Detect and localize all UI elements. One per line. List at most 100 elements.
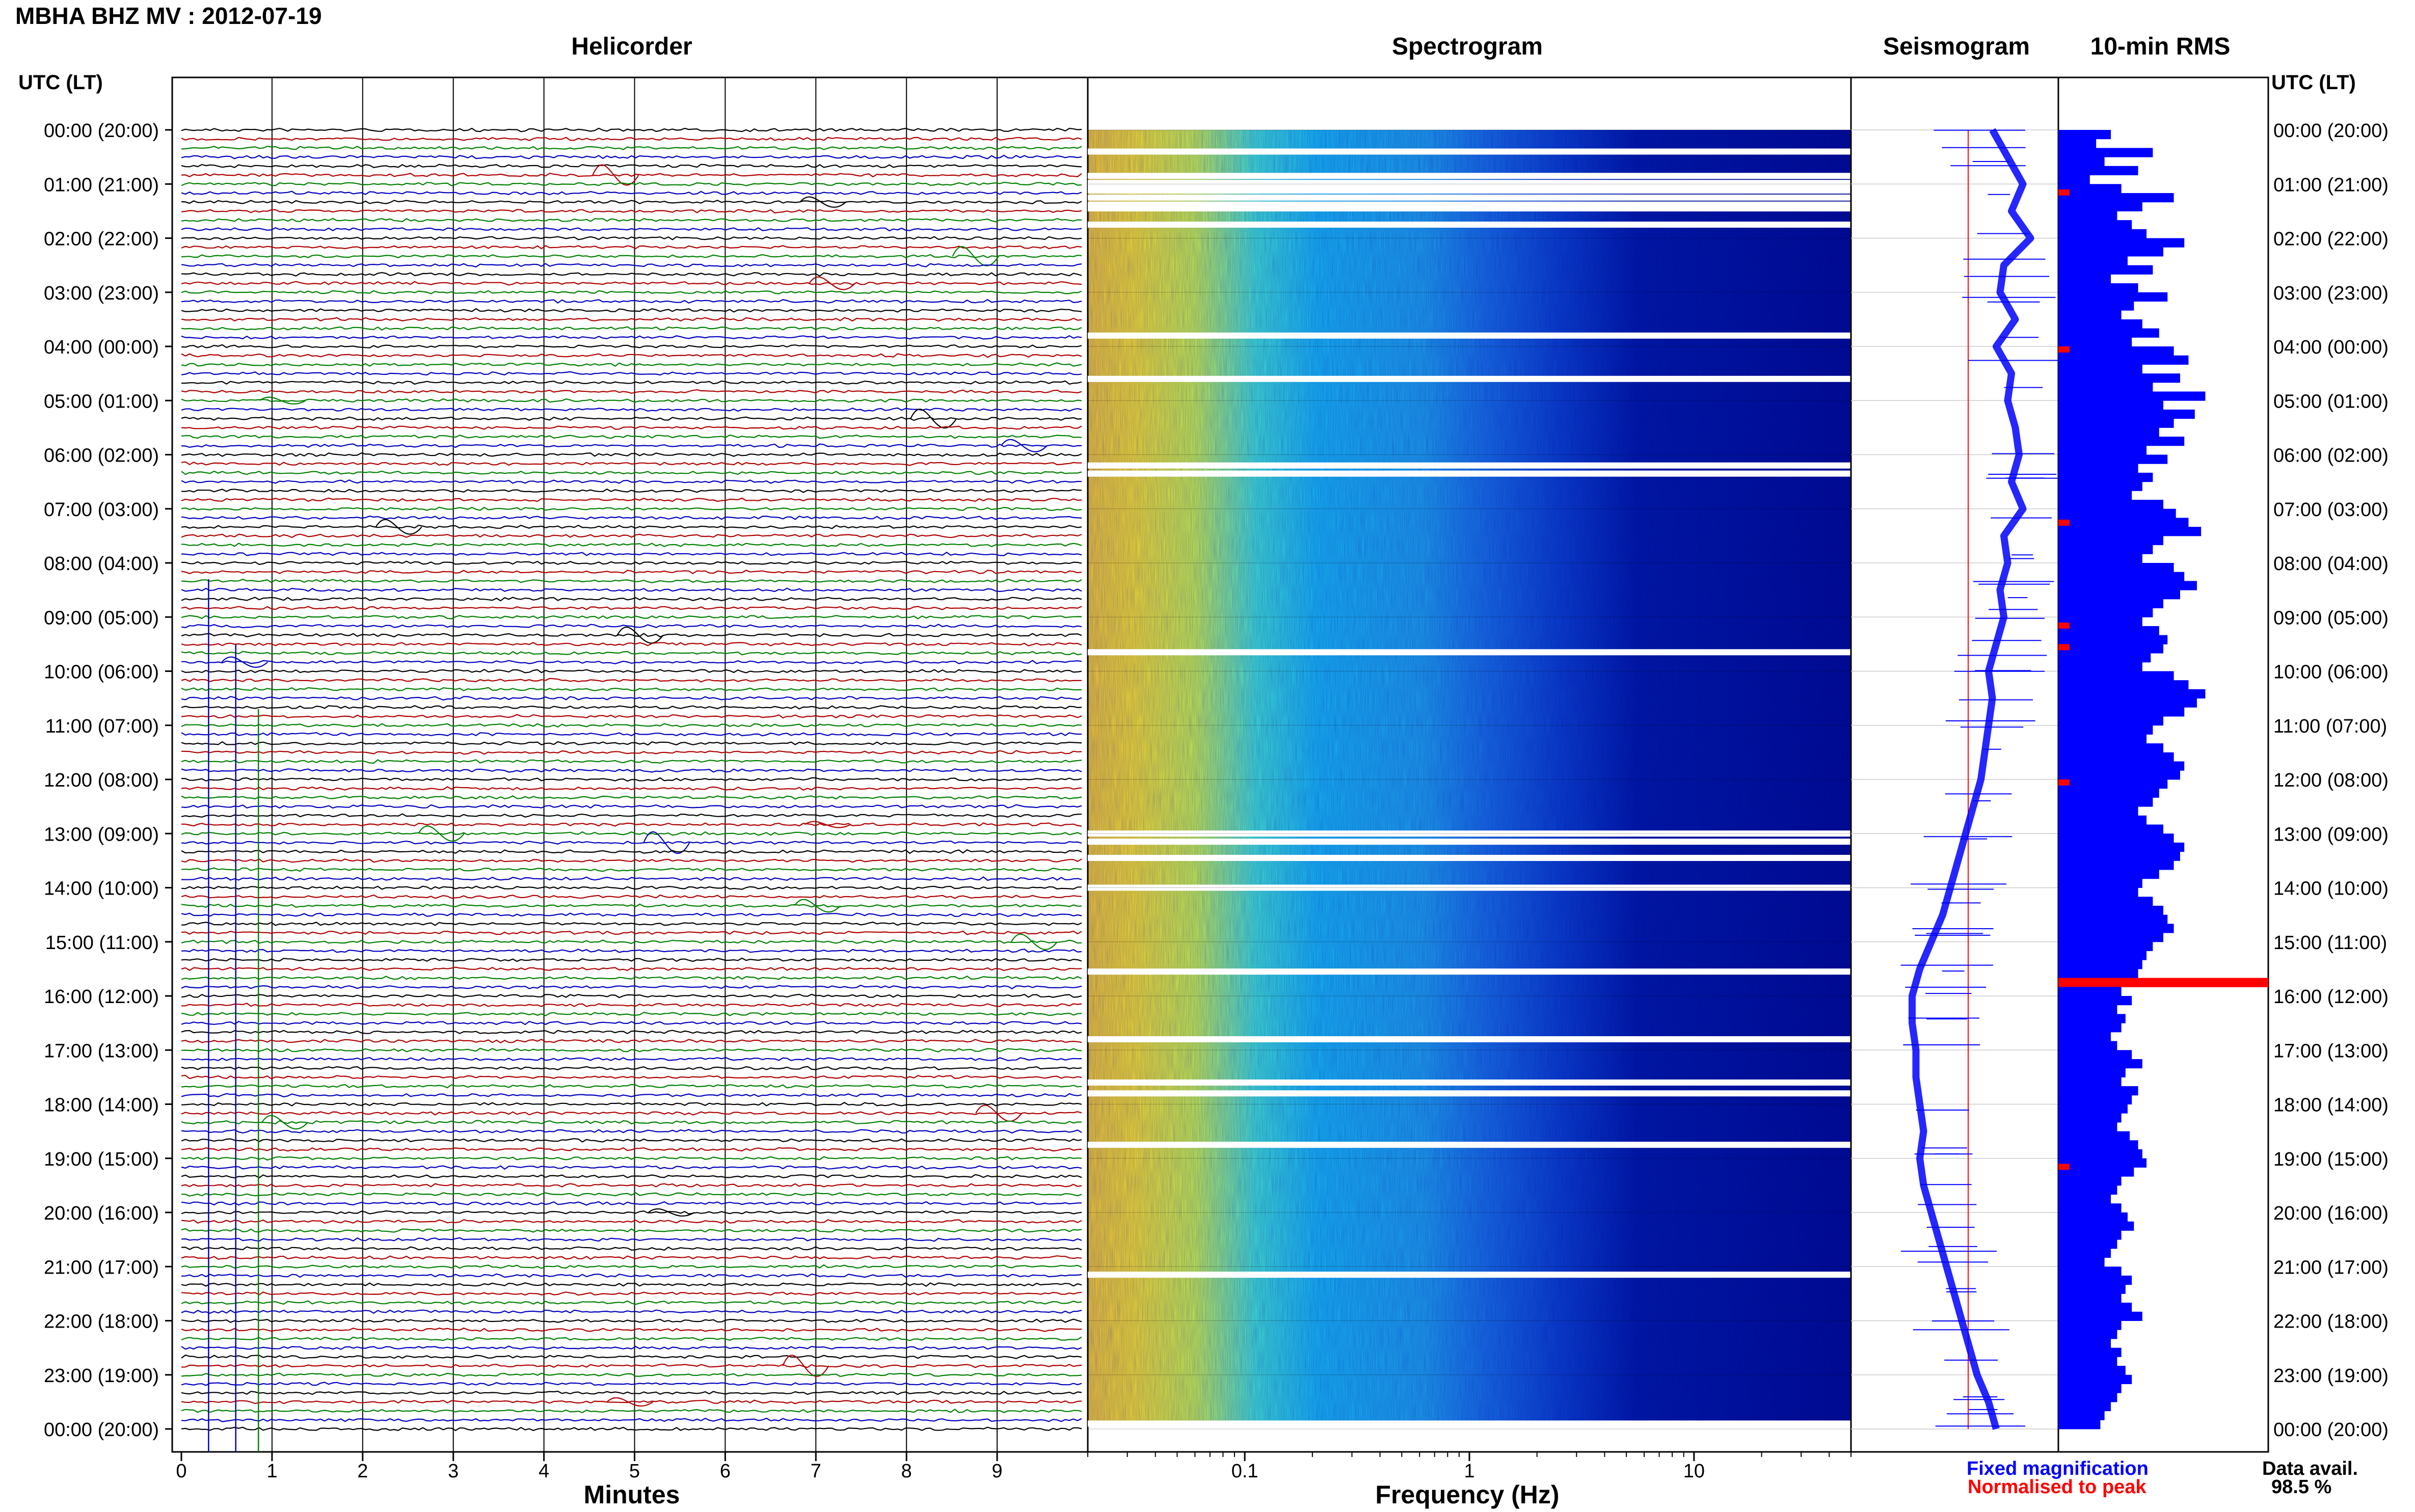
rms-bar [2058, 1330, 2117, 1339]
helicorder-xlabel: Minutes [583, 1480, 680, 1509]
rms-bar [2058, 382, 2153, 392]
spectrogram-xlabel: Frequency (Hz) [1375, 1480, 1560, 1509]
rms-bar [2058, 256, 2128, 266]
helicorder-trace [181, 515, 1082, 520]
helicorder-trace [181, 786, 1082, 791]
rms-peak-marker [2058, 520, 2070, 526]
helicorder-trace [181, 1273, 1082, 1278]
helicorder-trace [181, 326, 1082, 331]
data-avail-value: 98.5 % [2271, 1476, 2332, 1498]
helicorder-trace [181, 191, 1082, 196]
rms-title: 10-min RMS [2090, 33, 2231, 60]
helicorder-trace [181, 196, 1082, 208]
helicorder-trace [181, 209, 1082, 213]
helicorder-trace [181, 627, 1082, 644]
helicorder-trace [181, 825, 1082, 842]
rms-bar [2058, 139, 2097, 148]
rms-bar [2058, 1293, 2122, 1303]
rms-bar [2058, 761, 2185, 771]
helicorder-trace [181, 154, 1082, 159]
spectrogram-data-gap [1088, 1036, 1851, 1042]
rms-bar [2058, 1284, 2126, 1294]
spectrogram-data-gap [1088, 187, 1851, 194]
spectrogram-data-gap [1088, 221, 1851, 228]
left-time-label: 15:00 (11:00) [45, 932, 159, 954]
helicorder-trace [181, 127, 1082, 132]
left-time-label: 06:00 (02:00) [44, 445, 159, 467]
helicorder-trace [181, 1066, 1082, 1071]
rms-bar [2058, 833, 2174, 843]
rms-bar [2058, 175, 2090, 184]
rms-bar [2058, 1032, 2111, 1042]
helicorder-panel [171, 76, 1089, 1461]
rms-bar [2058, 662, 2142, 671]
helicorder-trace [181, 741, 1082, 746]
helicorder-x-tick-label: 2 [357, 1461, 368, 1482]
left-time-label: 12:00 (08:00) [44, 770, 159, 791]
helicorder-title: Helicorder [571, 33, 692, 60]
helicorder-trace [181, 1318, 1082, 1323]
helicorder-trace [181, 714, 1082, 719]
helicorder-trace [181, 1030, 1082, 1035]
rms-bar [2058, 184, 2122, 194]
spectrogram-data-gap [1088, 180, 1851, 186]
helicorder-x-tick-label: 5 [629, 1461, 640, 1482]
rms-bar [2058, 941, 2153, 951]
rms-bar [2058, 1248, 2111, 1258]
rms-bar [2058, 870, 2159, 879]
helicorder-trace [181, 389, 1082, 394]
rms-bar [2058, 707, 2185, 717]
helicorder-trace [181, 425, 1082, 430]
rms-bar [2058, 310, 2122, 320]
helicorder-trace [181, 587, 1082, 592]
rms-bar [2058, 1014, 2126, 1023]
helicorder-trace [181, 578, 1082, 583]
rms-bar [2058, 680, 2189, 690]
rms-bar [2058, 328, 2159, 338]
helicorder-trace [181, 1147, 1082, 1152]
left-time-label: 01:00 (21:00) [44, 174, 159, 196]
right-time-label: 05:00 (01:00) [2273, 391, 2389, 412]
rms-bar [2058, 491, 2132, 500]
helicorder-trace [181, 519, 1082, 535]
helicorder-trace [181, 1093, 1082, 1098]
rms-bar [2058, 1122, 2117, 1132]
rms-peak-marker [2058, 779, 2070, 786]
helicorder-trace [181, 696, 1082, 701]
rms-bar [2058, 1384, 2122, 1393]
helicorder-trace [181, 804, 1082, 809]
rms-bar [2058, 914, 2168, 924]
rms-bar [2058, 1221, 2134, 1231]
rms-bar [2058, 1176, 2122, 1186]
helicorder-trace [181, 479, 1082, 484]
helicorder-trace [181, 705, 1082, 710]
spectrogram-data-gap [1088, 1142, 1851, 1148]
helicorder-trace [181, 164, 1082, 169]
rms-bar [2058, 1140, 2138, 1150]
rms-bar [2058, 1320, 2122, 1330]
right-time-label: 15:00 (11:00) [2273, 932, 2387, 954]
helicorder-trace [181, 362, 1082, 367]
helicorder-trace [181, 1354, 1082, 1359]
rms-bar [2058, 1086, 2138, 1096]
helicorder-trace [181, 245, 1082, 250]
rms-bar [2058, 211, 2117, 221]
helicorder-trace [181, 272, 1082, 277]
helicorder-trace [181, 759, 1082, 764]
rms-bar [2058, 779, 2168, 789]
rms-bar [2058, 1401, 2111, 1412]
helicorder-trace [181, 551, 1082, 556]
rms-bar [2058, 951, 2147, 960]
spectrogram-data-gap [1088, 649, 1851, 656]
helicorder-trace [181, 452, 1082, 457]
rms-peak-marker [2058, 1164, 2070, 1170]
helicorder-trace [181, 380, 1082, 385]
helicorder-trace [181, 777, 1082, 782]
helicorder-trace [181, 876, 1082, 881]
helicorder-trace [181, 1219, 1082, 1224]
rms-bar [2058, 1303, 2132, 1312]
rms-bar [2058, 1149, 2142, 1159]
rms-peak-marker [2058, 622, 2070, 629]
rms-bar [2058, 626, 2159, 636]
helicorder-trace [181, 353, 1082, 358]
